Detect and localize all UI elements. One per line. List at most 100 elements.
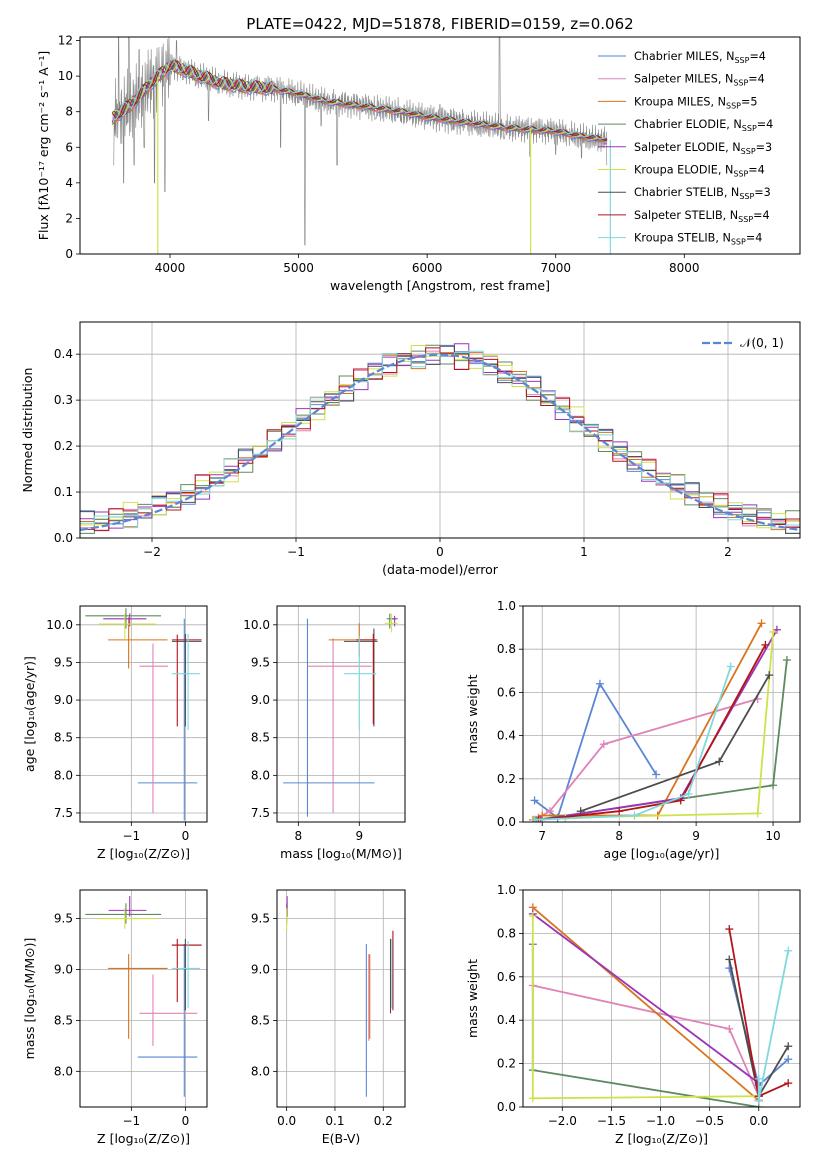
x-tick-label: 0.1 [325, 1114, 344, 1128]
errorbar-point [171, 633, 202, 727]
y-tick-label: 9.0 [54, 693, 73, 707]
residual-histogram [80, 347, 800, 532]
x-tick-label: 9 [692, 829, 700, 843]
axes-frame [79, 36, 801, 255]
legend-entry-count: =4 [746, 232, 763, 245]
x-tick-label: 0.0 [277, 1114, 296, 1128]
legend-entry: Chabrier STELIB, NSSP=3 [634, 186, 771, 201]
y-tick-label: 0.6 [497, 970, 516, 984]
y-tick-label: 9.0 [54, 962, 73, 976]
legend-entry-sub: SSP [739, 192, 754, 201]
errorbar-point [171, 938, 202, 1011]
axes-frame [522, 889, 801, 1108]
axes-frame [79, 605, 208, 823]
errorbar-point [344, 628, 378, 727]
y-tick-label: 0.2 [497, 1057, 516, 1071]
errorbar-point [137, 618, 198, 821]
y-axis-label: Normed distribution [20, 368, 35, 493]
panel-mass-vs-EBV: 0.0 0.1 0.2 8.0 8.5 9.0 9.5 E(B-V) [251, 889, 406, 1146]
x-axis-label: E(B-V) [322, 1131, 361, 1146]
plot-area [277, 606, 405, 822]
legend-entry-sub: SSP [731, 238, 746, 247]
mass-weight-series [533, 681, 657, 820]
legend-entry-sub: SSP [726, 101, 741, 110]
mass-weight-series [532, 984, 760, 1097]
y-axis-label: mass weight [465, 959, 480, 1038]
legend-entry: Salpeter ELODIE, NSSP=3 [634, 141, 772, 156]
legend-entry-count: =3 [754, 186, 771, 199]
x-tick-label: −2 [143, 545, 161, 559]
x-tick-label: 0 [182, 829, 190, 843]
plot-area [80, 890, 207, 1107]
y-tick-label: 8.5 [54, 1013, 73, 1027]
panel-age-vs-mass: 8 9 7.5 8.0 8.5 9.0 9.5 10.0 mass [log₁₀(M/M⊙)] [243, 605, 406, 861]
panel-mass-vs-Z: −1 0 8.0 8.5 9.0 9.5 Z [log₁₀(Z/Z⊙)] mass [log₁… [22, 889, 208, 1146]
legend-entry: Salpeter MILES, NSSP=4 [634, 73, 765, 88]
plot-area [80, 322, 800, 538]
y-tick-label: 0.6 [497, 685, 516, 699]
y-tick-label: 0.1 [54, 485, 73, 499]
x-tick-label: 8 [615, 829, 623, 843]
plot-area [523, 606, 800, 822]
x-tick-label: −1.0 [646, 1114, 675, 1128]
mass-weight-series [534, 631, 774, 821]
x-tick-label: 10 [765, 829, 780, 843]
legend-entry-count: =4 [748, 164, 765, 177]
panel-residuals: −2 −1 0 1 2 0.0 0.1 0.2 0.3 0.4 (data-model)/error… [20, 321, 801, 577]
x-tick-label: 1 [580, 545, 588, 559]
y-tick-label: 10.0 [243, 618, 270, 632]
y-axis-label: mass weight [465, 674, 480, 753]
y-tick-label: 0.0 [54, 531, 73, 545]
errorbar-point [171, 940, 200, 1009]
x-axis-label: Z [log₁₀(Z/Z⊙)] [97, 846, 190, 861]
mass-weight-series [537, 698, 758, 819]
y-tick-label: 10.0 [46, 618, 73, 632]
y-tick-label: 8.5 [251, 1013, 270, 1027]
y-axis-label: mass [log₁₀(M/M⊙)] [22, 938, 37, 1060]
x-tick-label: −1 [287, 545, 305, 559]
y-tick-label: 9.5 [54, 912, 73, 926]
panel-age-vs-Z: −1 0 7.5 8.0 8.5 9.0 9.5 10.0 Z [log₁₀(Z/Z⊙)] age… [22, 605, 208, 861]
errorbar-point [98, 613, 156, 640]
mass-weight-series [538, 644, 767, 821]
x-tick-label: 8000 [669, 261, 700, 275]
legend-entry-name: Salpeter STELIB, N [634, 209, 738, 222]
y-tick-label: 9.5 [251, 912, 270, 926]
plot-area [80, 606, 207, 822]
legend-entry: Kroupa STELIB, NSSP=4 [634, 232, 762, 247]
plot-area [523, 890, 800, 1107]
x-tick-label: 2 [724, 545, 732, 559]
legend-entry-count: =4 [748, 73, 765, 86]
y-tick-label: 9.5 [251, 655, 270, 669]
legend-entry-count: =4 [753, 209, 770, 222]
x-tick-label: 4000 [155, 261, 186, 275]
y-tick-label: 7.5 [54, 806, 73, 820]
residual-histogram [80, 350, 800, 529]
x-axis-label: mass [log₁₀(M/M⊙)] [280, 846, 402, 861]
errorbar-point [108, 617, 168, 669]
x-tick-label: 0.0 [749, 1114, 768, 1128]
x-tick-label: 0 [182, 1114, 190, 1128]
mass-weight-series [534, 666, 732, 821]
axes-frame [276, 605, 406, 823]
errorbar-point [137, 943, 198, 1097]
y-tick-label: 0.2 [54, 439, 73, 453]
legend-entry-name: Chabrier ELODIE, N [634, 118, 742, 131]
legend-entry-name: Salpeter MILES, N [634, 73, 733, 86]
legend-entry: Chabrier ELODIE, NSSP=4 [634, 118, 773, 133]
x-tick-label: 6000 [412, 261, 443, 275]
y-tick-label: 4 [65, 176, 73, 190]
errorbar-point [98, 908, 156, 929]
y-tick-label: 8.5 [251, 731, 270, 745]
y-axis-label: age [log₁₀(age/yr)] [22, 656, 37, 772]
mass-weight-series [532, 622, 763, 821]
errorbar-point [171, 633, 200, 731]
y-tick-label: 9.5 [54, 655, 73, 669]
y-tick-label: 0.2 [497, 772, 516, 786]
y-tick-label: 0.4 [497, 1013, 516, 1027]
figure-title: PLATE=0422, MJD=51878, FIBERID=0159, z=0… [246, 15, 633, 33]
axes-frame [79, 321, 801, 539]
legend-entry-sub: SSP [733, 170, 748, 179]
mass-weight-series [532, 906, 760, 1102]
legend-entry-name: Kroupa ELODIE, N [634, 164, 733, 177]
